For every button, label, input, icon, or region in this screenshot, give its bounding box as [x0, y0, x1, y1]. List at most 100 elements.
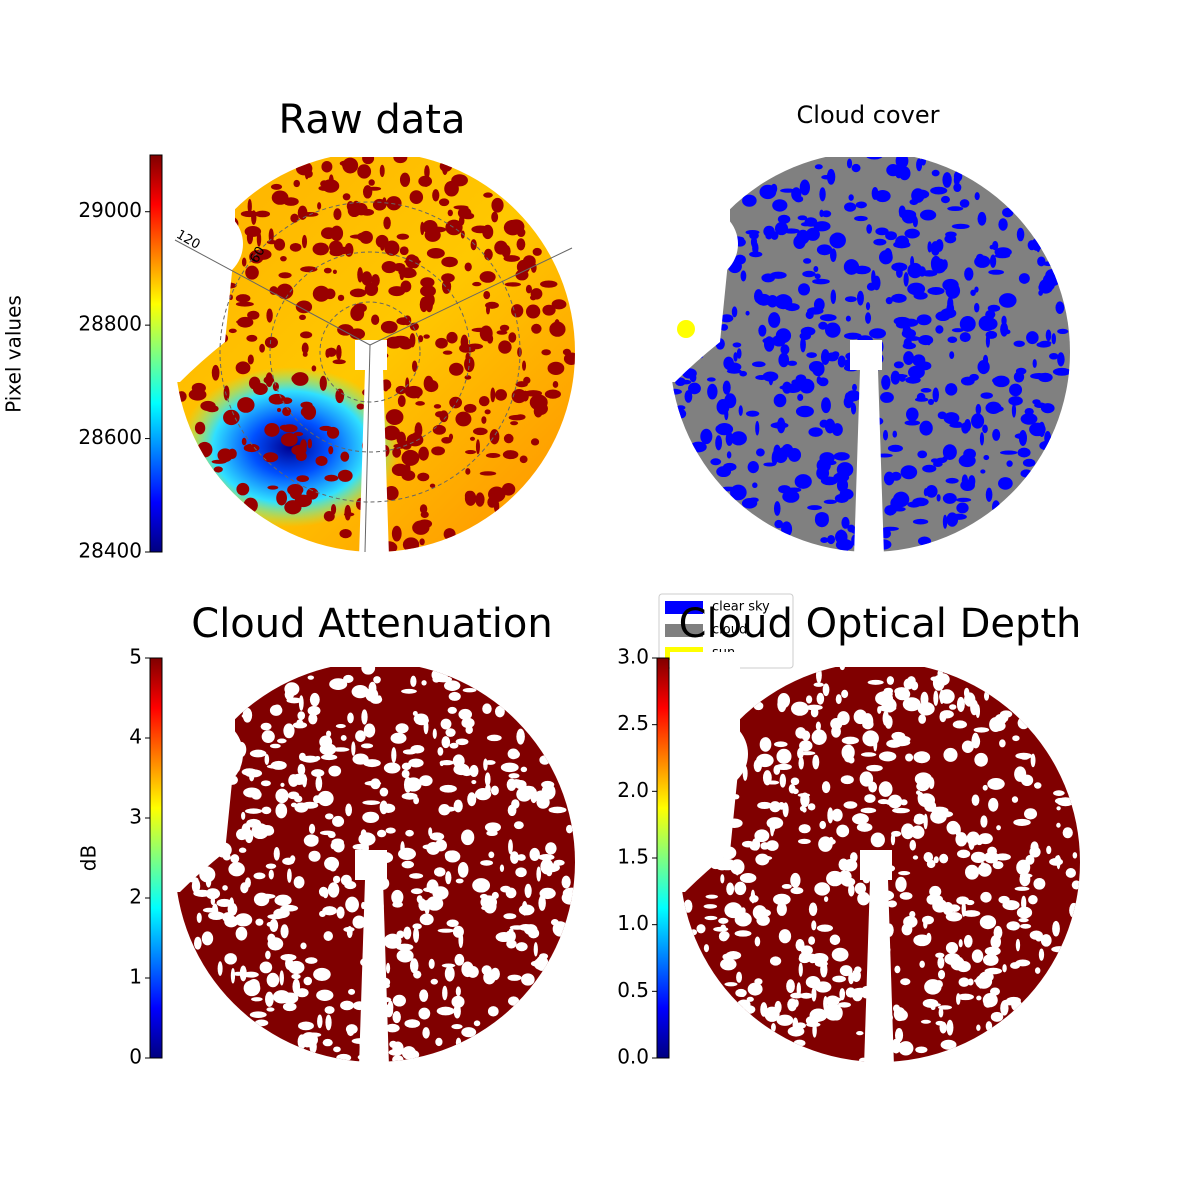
cloud-blob	[754, 936, 761, 947]
cloud-blob	[940, 195, 950, 204]
cloud-blob	[254, 1019, 269, 1027]
cloud-blob	[552, 381, 559, 388]
cloud-blob	[486, 830, 498, 837]
cloud-blob	[470, 239, 477, 251]
cloud-blob	[458, 708, 473, 720]
cloud-blob	[938, 969, 946, 980]
cloud-blob	[222, 885, 228, 891]
cloud-blob	[267, 485, 279, 490]
cloud-blob	[249, 1011, 267, 1018]
cloud-blob	[469, 436, 476, 441]
cloud-blob	[807, 505, 822, 511]
cloud-blob	[935, 311, 951, 322]
cloud-blob	[860, 752, 877, 757]
cloud-blob	[716, 466, 732, 478]
cloud-blob	[976, 1024, 981, 1031]
cloud-blob	[263, 376, 275, 384]
cloud-blob	[808, 902, 818, 916]
cloud-blob	[345, 1024, 358, 1035]
cloud-blob	[914, 813, 926, 824]
cloud-blob	[453, 1004, 461, 1019]
cloud-blob	[309, 1039, 317, 1054]
cloud-blob	[746, 996, 754, 1002]
cloud-blob	[409, 958, 419, 974]
cloud-blob	[271, 190, 289, 205]
cloud-blob	[265, 863, 277, 869]
cloud-blob	[890, 293, 907, 303]
cloud-blob	[351, 685, 369, 699]
cloud-blob	[429, 832, 445, 841]
cloud-blob	[899, 374, 906, 382]
cloud-blob	[985, 487, 993, 502]
cloud-blob	[812, 754, 820, 770]
cloud-blob	[759, 855, 773, 861]
cloud-blob	[816, 667, 822, 684]
cloud-blob	[883, 248, 893, 263]
cloud-blob	[508, 332, 517, 343]
cloud-blob	[308, 823, 316, 834]
cloud-blob	[793, 1039, 806, 1047]
cloud-blob	[798, 962, 803, 977]
cloud-blob	[974, 302, 980, 313]
cloud-blob	[818, 321, 828, 330]
cloud-blob	[740, 992, 746, 997]
cloud-blob	[347, 204, 361, 218]
cloud-blob	[423, 181, 429, 187]
cloud-blob	[300, 942, 307, 950]
cloud-blob	[317, 1014, 323, 1029]
cloud-blob	[247, 310, 260, 320]
cloud-blob	[887, 900, 897, 908]
cloud-blob	[515, 942, 528, 952]
tick-label: 0.5	[617, 978, 649, 1002]
cloud-blob	[444, 965, 455, 982]
cloud-blob	[797, 728, 804, 736]
cloud-blob	[860, 807, 877, 814]
cloud-blob	[790, 872, 801, 888]
cloud-blob	[483, 758, 488, 771]
cloud-blob	[299, 314, 306, 320]
cloud-blob	[992, 377, 1000, 384]
panel-title: Raw data	[279, 97, 466, 143]
cloud-blob	[956, 696, 965, 712]
cloud-blob	[447, 209, 453, 217]
cloud-blob	[385, 409, 404, 425]
cloud-blob	[237, 397, 255, 413]
cloud-blob	[399, 172, 411, 187]
cloud-blob	[766, 780, 780, 785]
cloud-blob	[553, 319, 561, 335]
cloud-blob	[887, 444, 904, 453]
cloud-blob	[498, 340, 512, 354]
cloud-blob	[857, 891, 870, 906]
cloud-blob	[787, 360, 798, 366]
cloud-blob	[318, 185, 331, 191]
cloud-blob	[898, 1041, 914, 1056]
cloud-blob	[380, 320, 398, 334]
cloud-blob	[839, 965, 853, 977]
cloud-blob	[998, 895, 1010, 904]
cloud-blob	[340, 1000, 354, 1011]
cloud-blob	[738, 405, 743, 416]
cloud-blob	[852, 383, 857, 392]
cloud-blob	[266, 922, 273, 927]
cloud-blob	[539, 755, 551, 765]
cloud-blob	[479, 271, 496, 283]
cloud-blob	[1006, 460, 1013, 467]
cloud-blob	[532, 247, 542, 256]
cloud-blob	[282, 857, 295, 865]
cloud-blob	[561, 875, 571, 889]
cloud-blob	[902, 342, 917, 350]
cloud-blob	[328, 445, 334, 455]
cloud-blob	[902, 697, 921, 712]
cloud-blob	[919, 960, 925, 968]
cloud-blob	[745, 410, 760, 417]
cloud-blob	[959, 316, 976, 332]
cloud-blob	[312, 285, 330, 302]
cloud-blob	[256, 231, 262, 247]
cloud-blob	[756, 448, 765, 457]
cloud-blob	[415, 401, 425, 406]
cloud-blob	[521, 973, 535, 986]
cloud-blob	[774, 741, 788, 748]
cloud-blob	[448, 691, 461, 701]
cloud-blob	[516, 786, 532, 802]
cloud-blob	[411, 360, 418, 373]
